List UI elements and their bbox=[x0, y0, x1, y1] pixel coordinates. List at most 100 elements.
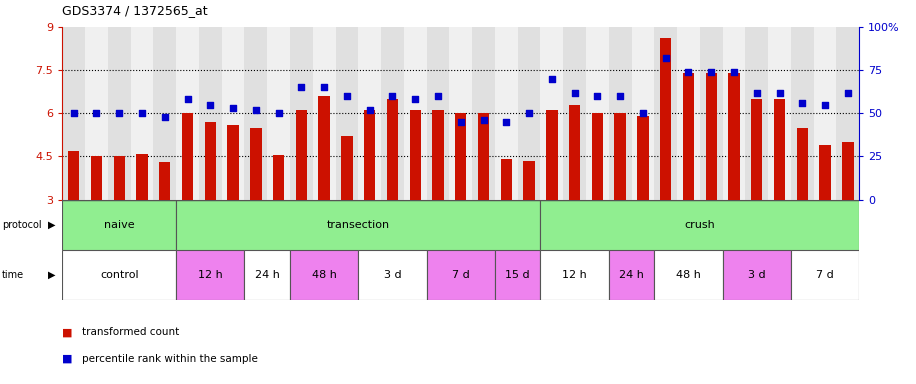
Bar bbox=[62, 250, 176, 300]
Bar bbox=[227, 125, 239, 200]
Bar bbox=[495, 27, 518, 200]
Bar bbox=[176, 200, 540, 250]
Bar bbox=[319, 96, 330, 200]
Bar bbox=[682, 73, 694, 200]
Bar bbox=[615, 113, 626, 200]
Bar bbox=[660, 38, 671, 200]
Point bbox=[225, 105, 240, 111]
Bar bbox=[836, 27, 859, 200]
Point bbox=[476, 117, 491, 123]
Point bbox=[590, 93, 605, 99]
Bar bbox=[358, 250, 427, 300]
Bar bbox=[813, 27, 836, 200]
Point bbox=[271, 110, 286, 116]
Bar bbox=[746, 27, 769, 200]
Point bbox=[544, 76, 559, 82]
Point bbox=[66, 110, 81, 116]
Bar bbox=[569, 104, 581, 200]
Bar bbox=[592, 113, 603, 200]
Bar bbox=[204, 122, 216, 200]
Point bbox=[749, 89, 764, 96]
Bar bbox=[540, 200, 859, 250]
Text: transection: transection bbox=[327, 220, 390, 230]
Bar bbox=[364, 111, 376, 200]
Bar bbox=[472, 27, 495, 200]
Text: ■: ■ bbox=[62, 327, 72, 337]
Point bbox=[317, 84, 332, 91]
Bar bbox=[791, 27, 813, 200]
Bar bbox=[820, 145, 831, 200]
Text: protocol: protocol bbox=[2, 220, 41, 230]
Bar bbox=[523, 161, 535, 200]
Bar bbox=[85, 27, 108, 200]
Point bbox=[636, 110, 650, 116]
Point bbox=[203, 101, 218, 108]
Bar bbox=[791, 250, 859, 300]
Text: 24 h: 24 h bbox=[619, 270, 644, 280]
Bar bbox=[290, 250, 358, 300]
Point bbox=[112, 110, 126, 116]
Point bbox=[180, 96, 195, 103]
Bar bbox=[296, 111, 307, 200]
Bar bbox=[427, 27, 450, 200]
Text: percentile rank within the sample: percentile rank within the sample bbox=[82, 354, 258, 364]
Bar bbox=[774, 99, 785, 200]
Point bbox=[703, 69, 718, 75]
Point bbox=[453, 119, 468, 125]
Point bbox=[659, 55, 673, 61]
Bar bbox=[381, 27, 404, 200]
Bar bbox=[176, 27, 199, 200]
Bar bbox=[312, 27, 335, 200]
Bar bbox=[222, 27, 245, 200]
Bar bbox=[432, 111, 443, 200]
Bar bbox=[273, 155, 284, 200]
Bar bbox=[518, 27, 540, 200]
Bar bbox=[91, 157, 103, 200]
Bar bbox=[153, 27, 176, 200]
Point bbox=[567, 89, 582, 96]
Bar bbox=[387, 99, 398, 200]
Text: transformed count: transformed count bbox=[82, 327, 180, 337]
Bar bbox=[409, 111, 420, 200]
Bar bbox=[62, 200, 176, 250]
Bar bbox=[723, 250, 791, 300]
Bar bbox=[586, 27, 609, 200]
Point bbox=[841, 89, 856, 96]
Text: ▶: ▶ bbox=[48, 270, 55, 280]
Text: 48 h: 48 h bbox=[676, 270, 701, 280]
Bar bbox=[677, 27, 700, 200]
Bar bbox=[609, 250, 654, 300]
Bar bbox=[245, 250, 290, 300]
Bar bbox=[705, 73, 717, 200]
Point bbox=[408, 96, 422, 103]
Bar bbox=[181, 113, 193, 200]
Bar bbox=[450, 27, 472, 200]
Bar bbox=[341, 136, 353, 200]
Bar bbox=[495, 250, 540, 300]
Text: 15 d: 15 d bbox=[506, 270, 530, 280]
Point bbox=[818, 101, 833, 108]
Point bbox=[431, 93, 445, 99]
Bar bbox=[769, 27, 791, 200]
Bar bbox=[638, 116, 649, 200]
Bar bbox=[654, 27, 677, 200]
Point bbox=[363, 107, 377, 113]
Point bbox=[795, 100, 810, 106]
Bar bbox=[267, 27, 290, 200]
Bar bbox=[404, 27, 427, 200]
Text: 7 d: 7 d bbox=[452, 270, 470, 280]
Point bbox=[522, 110, 537, 116]
Text: 3 d: 3 d bbox=[384, 270, 401, 280]
Text: 12 h: 12 h bbox=[562, 270, 587, 280]
Point bbox=[135, 110, 149, 116]
Bar bbox=[136, 154, 147, 200]
Point bbox=[499, 119, 514, 125]
Bar bbox=[199, 27, 222, 200]
Text: ■: ■ bbox=[62, 354, 72, 364]
Bar bbox=[654, 250, 723, 300]
Text: 7 d: 7 d bbox=[816, 270, 834, 280]
Bar bbox=[500, 159, 512, 200]
Bar bbox=[540, 27, 563, 200]
Bar bbox=[159, 162, 170, 200]
Point bbox=[385, 93, 399, 99]
